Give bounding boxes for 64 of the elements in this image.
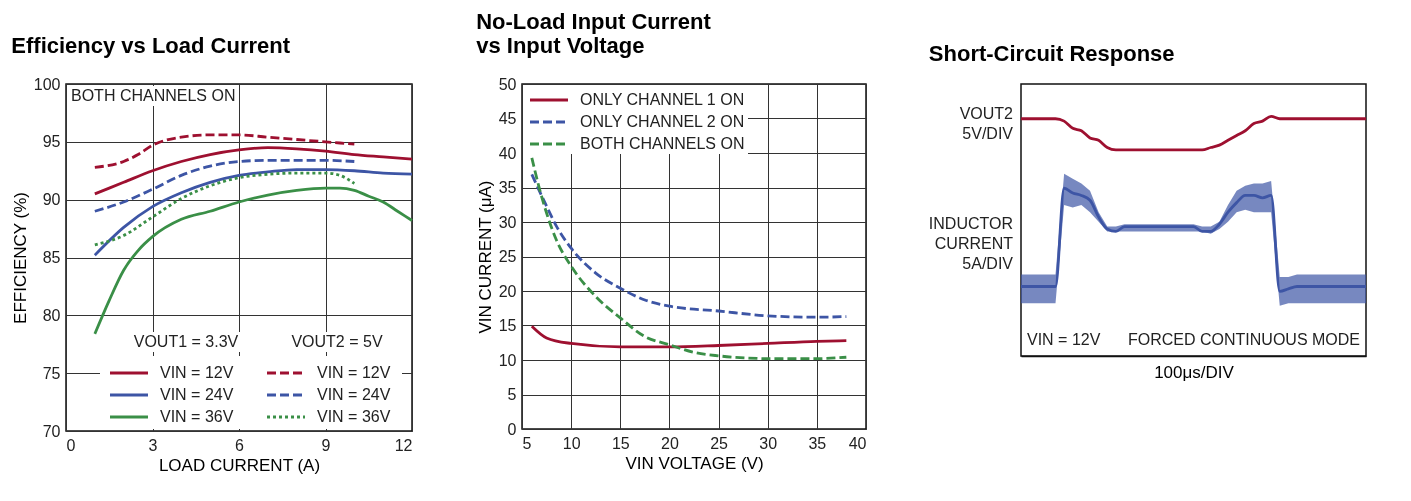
annotation: VOUT1 = 3.3V [133,333,239,350]
legend-label: VIN = 36V [317,408,391,425]
y-tick-label: 40 [498,144,517,162]
annotation: VOUT2 = 5V [291,333,383,350]
chart-title: Efficiency vs Load Current [11,33,291,58]
x-axis-title: 100μs/DIV [1154,362,1235,382]
y-tick-label: 95 [42,133,61,151]
y-tick-label: 35 [498,179,517,196]
x-tick-label: 6 [235,436,245,454]
line-series [530,324,848,349]
y-tick-label: 15 [498,317,517,334]
legend-label: VIN = 36V [160,408,234,425]
x-tick-label: 12 [394,436,413,454]
annotation: VIN = 12V [1027,331,1101,348]
y-tick-label: 20 [498,282,517,300]
chart-title: No-Load Input Current vs Input Voltage [476,9,712,58]
x-tick-label: 10 [562,434,581,452]
x-tick-label: 35 [808,434,827,452]
y-tick-label: 50 [498,75,517,93]
y-tick-label: 80 [42,306,61,324]
y-tick-label: 75 [42,364,61,382]
legend-label: ONLY CHANNEL 2 ON [580,113,745,130]
legend-label: VIN = 12V [160,364,234,381]
text: INDUCTOR CURRENT 5A/DIV [928,215,1014,272]
y-tick-label: 5 [507,386,517,403]
x-tick-label: 5 [522,434,532,452]
y-tick-label: 90 [42,191,61,209]
text: VOUT2 5V/DIV [959,105,1014,142]
x-tick-label: 15 [611,434,630,452]
line-series [530,172,848,319]
line-series [530,156,848,361]
legend-label: VIN = 24V [317,386,391,403]
annotation: BOTH CHANNELS ON [71,87,236,104]
chart-title: Short-Circuit Response [928,41,1175,66]
x-tick-label: 0 [66,436,76,454]
y-tick-label: 25 [498,248,517,265]
y-axis-title: EFFICIENCY (%) [10,192,30,324]
line-series [93,158,356,213]
line-series [93,133,356,169]
x-tick-label: 3 [148,436,158,454]
line-series [93,168,414,257]
line-series [93,186,414,336]
y-tick-label: 100 [33,75,61,93]
x-axis-title: LOAD CURRENT (A) [158,455,321,475]
legend-label: VIN = 24V [160,386,234,403]
y-tick-label: 85 [42,249,61,266]
legend-label: ONLY CHANNEL 1 ON [580,91,745,108]
legend-label: BOTH CHANNELS ON [580,135,745,152]
y-tick-label: 10 [498,351,517,369]
legend-label: VIN = 12V [317,364,391,381]
y-tick-label: 0 [507,420,517,438]
y-axis-title: VIN CURRENT (μA) [475,180,495,334]
annotation: FORCED CONTINUOUS MODE [1128,331,1360,348]
x-tick-label: 9 [321,436,331,454]
x-tick-label: 40 [848,434,867,452]
y-tick-label: 70 [42,422,61,440]
x-tick-label: 30 [759,434,778,452]
line-series [93,146,414,196]
y-tick-label: 30 [498,213,517,231]
x-tick-label: 25 [710,434,729,452]
x-tick-label: 20 [661,434,679,452]
x-axis-title: VIN VOLTAGE (V) [625,453,764,473]
line-series [93,171,356,247]
y-tick-label: 45 [498,110,517,127]
